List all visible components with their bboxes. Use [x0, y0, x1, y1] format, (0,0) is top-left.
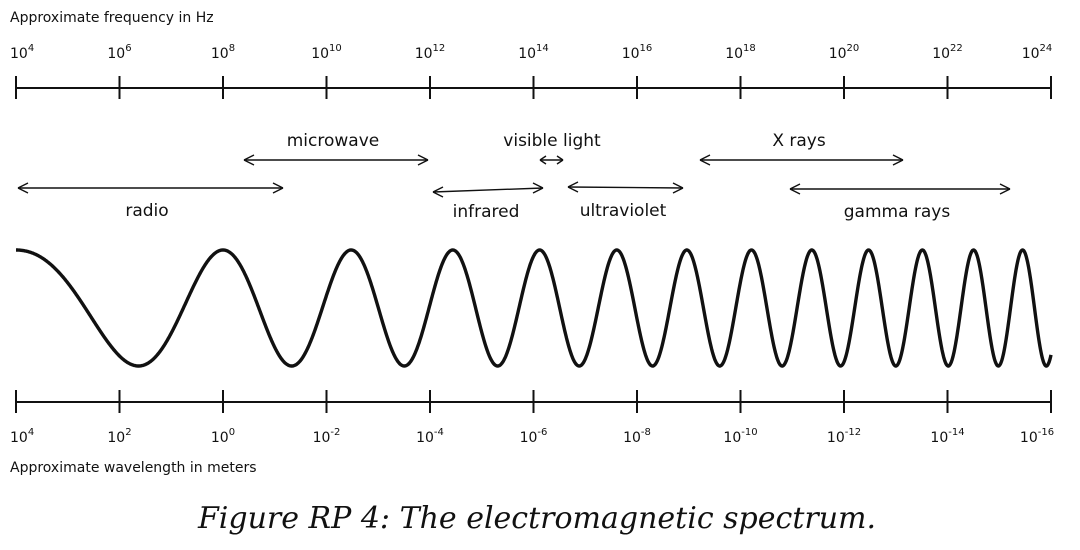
- frequency-tick-labels: 104 106 108 1010 1012 1014 1016 1018 1020 1022 102…: [10, 43, 1052, 62]
- frequency-tick-label: 1012: [415, 43, 446, 62]
- gamma-rays-arrow: [789, 183, 1011, 195]
- frequency-tick-label: 1024: [1022, 43, 1053, 62]
- wavelength-ticks: [15, 390, 1052, 413]
- wavelength-tick-label: 10-4: [416, 427, 444, 446]
- frequency-ticks: [15, 76, 1052, 99]
- infrared-arrow: [432, 182, 544, 198]
- xrays-label: X rays: [772, 131, 826, 151]
- visible-light-arrow: [539, 155, 564, 165]
- wavelength-tick-label: 10-8: [623, 427, 651, 446]
- spectrum-wave: [14, 248, 1053, 368]
- band-arrows: microwave visible light X rays radio inf…: [17, 131, 1011, 222]
- radio-arrow: [17, 182, 284, 194]
- wavelength-tick-label: 10-16: [1020, 427, 1054, 446]
- frequency-axis: Approximate frequency in Hz 104 106 108 101…: [10, 10, 1052, 99]
- wavelength-axis: 104 102 100 10-2 10-4 10-6 10-8 10-10 10-12 10-14…: [10, 390, 1054, 476]
- wavelength-tick-label: 10-2: [313, 427, 341, 446]
- visible-light-label: visible light: [503, 131, 601, 151]
- microwave-label: microwave: [287, 131, 380, 151]
- frequency-tick-label: 1020: [829, 43, 860, 62]
- frequency-tick-label: 104: [10, 43, 34, 62]
- radio-label: radio: [125, 201, 168, 221]
- figure-caption: Figure RP 4: The electromagnetic spectru…: [197, 501, 876, 536]
- frequency-tick-label: 1014: [518, 43, 549, 62]
- frequency-tick-label: 1018: [725, 43, 756, 62]
- frequency-tick-label: 1022: [932, 43, 963, 62]
- microwave-arrow: [243, 154, 429, 166]
- ultraviolet-label: ultraviolet: [580, 201, 667, 221]
- frequency-tick-label: 1010: [311, 43, 342, 62]
- wavelength-tick-labels: 104 102 100 10-2 10-4 10-6 10-8 10-10 10-12 10-14…: [10, 427, 1054, 446]
- wavelength-tick-label: 104: [10, 427, 34, 446]
- infrared-label: infrared: [453, 202, 520, 222]
- xrays-arrow: [699, 154, 904, 166]
- ultraviolet-arrow: [567, 181, 684, 194]
- wavelength-tick-label: 102: [107, 427, 131, 446]
- wavelength-tick-label: 10-14: [930, 427, 964, 446]
- frequency-tick-label: 108: [211, 43, 235, 62]
- wavelength-tick-label: 10-10: [723, 427, 757, 446]
- wavelength-tick-label: 10-12: [827, 427, 861, 446]
- gamma-rays-label: gamma rays: [844, 202, 951, 222]
- wavelength-tick-label: 10-6: [520, 427, 548, 446]
- wavelength-tick-label: 100: [211, 427, 235, 446]
- frequency-axis-title: Approximate frequency in Hz: [10, 10, 214, 26]
- wavelength-axis-title: Approximate wavelength in meters: [10, 460, 257, 476]
- frequency-tick-label: 106: [107, 43, 131, 62]
- frequency-tick-label: 1016: [622, 43, 653, 62]
